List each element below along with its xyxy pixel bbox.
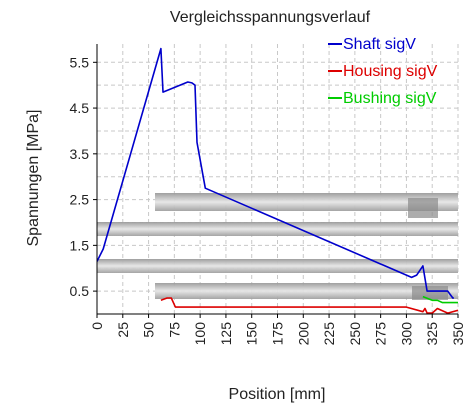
housing-band: [155, 283, 458, 299]
y-tick-label: 4.5: [70, 100, 90, 116]
y-axis-label: Spannungen [MPa]: [25, 110, 42, 247]
x-tick-label: 50: [141, 322, 157, 338]
x-tick-label: 350: [450, 322, 466, 346]
x-tick-label: 175: [270, 322, 286, 346]
x-tick-labels: 0 25 50 75 100 125 150 175 200 225 250 275 300 325 350: [89, 314, 466, 345]
x-tick-label: 25: [115, 322, 131, 338]
x-tick-label: 225: [321, 322, 337, 346]
legend-label-bushing-sigv: Bushing sigV: [343, 90, 437, 107]
x-tick-label: 125: [218, 322, 234, 346]
shaft-section-band: [155, 193, 458, 211]
legend: Shaft sigV Housing sigV Bushing sigV: [328, 36, 438, 107]
x-tick-label: 75: [166, 322, 182, 338]
y-tick-labels: 0.5 1.5 2.5 3.5 4.5 5.5: [70, 54, 97, 299]
series-lines: [97, 47, 458, 314]
x-tick-label: 250: [347, 322, 363, 346]
legend-label-housing-sigv: Housing sigV: [343, 63, 438, 80]
bushing-block: [412, 286, 448, 300]
x-tick-label: 0: [89, 322, 105, 330]
shaft-end-block: [408, 198, 438, 218]
series-line-housing-sigv: [160, 297, 458, 314]
legend-label-shaft-sigv: Shaft sigV: [343, 36, 416, 53]
shaft-lower-band: [97, 259, 458, 273]
y-tick-label: 0.5: [70, 283, 90, 299]
chart-title: Vergleichsspannungsverlauf: [170, 9, 371, 26]
x-tick-label: 325: [424, 322, 440, 346]
assembly-geometry: [97, 193, 458, 300]
x-tick-label: 150: [244, 322, 260, 346]
x-tick-label: 275: [373, 322, 389, 346]
y-tick-label: 1.5: [70, 237, 90, 253]
x-axis-label: Position [mm]: [229, 386, 326, 403]
series-line-bushing-sigv: [422, 295, 458, 304]
y-tick-label: 5.5: [70, 54, 90, 70]
shaft-core-band: [97, 222, 458, 236]
y-tick-label: 2.5: [70, 192, 90, 208]
x-tick-label: 100: [192, 322, 208, 346]
x-tick-label: 200: [295, 322, 311, 346]
y-tick-label: 3.5: [70, 146, 90, 162]
series-line-shaft-sigv: [97, 47, 454, 299]
x-tick-label: 300: [398, 322, 414, 346]
